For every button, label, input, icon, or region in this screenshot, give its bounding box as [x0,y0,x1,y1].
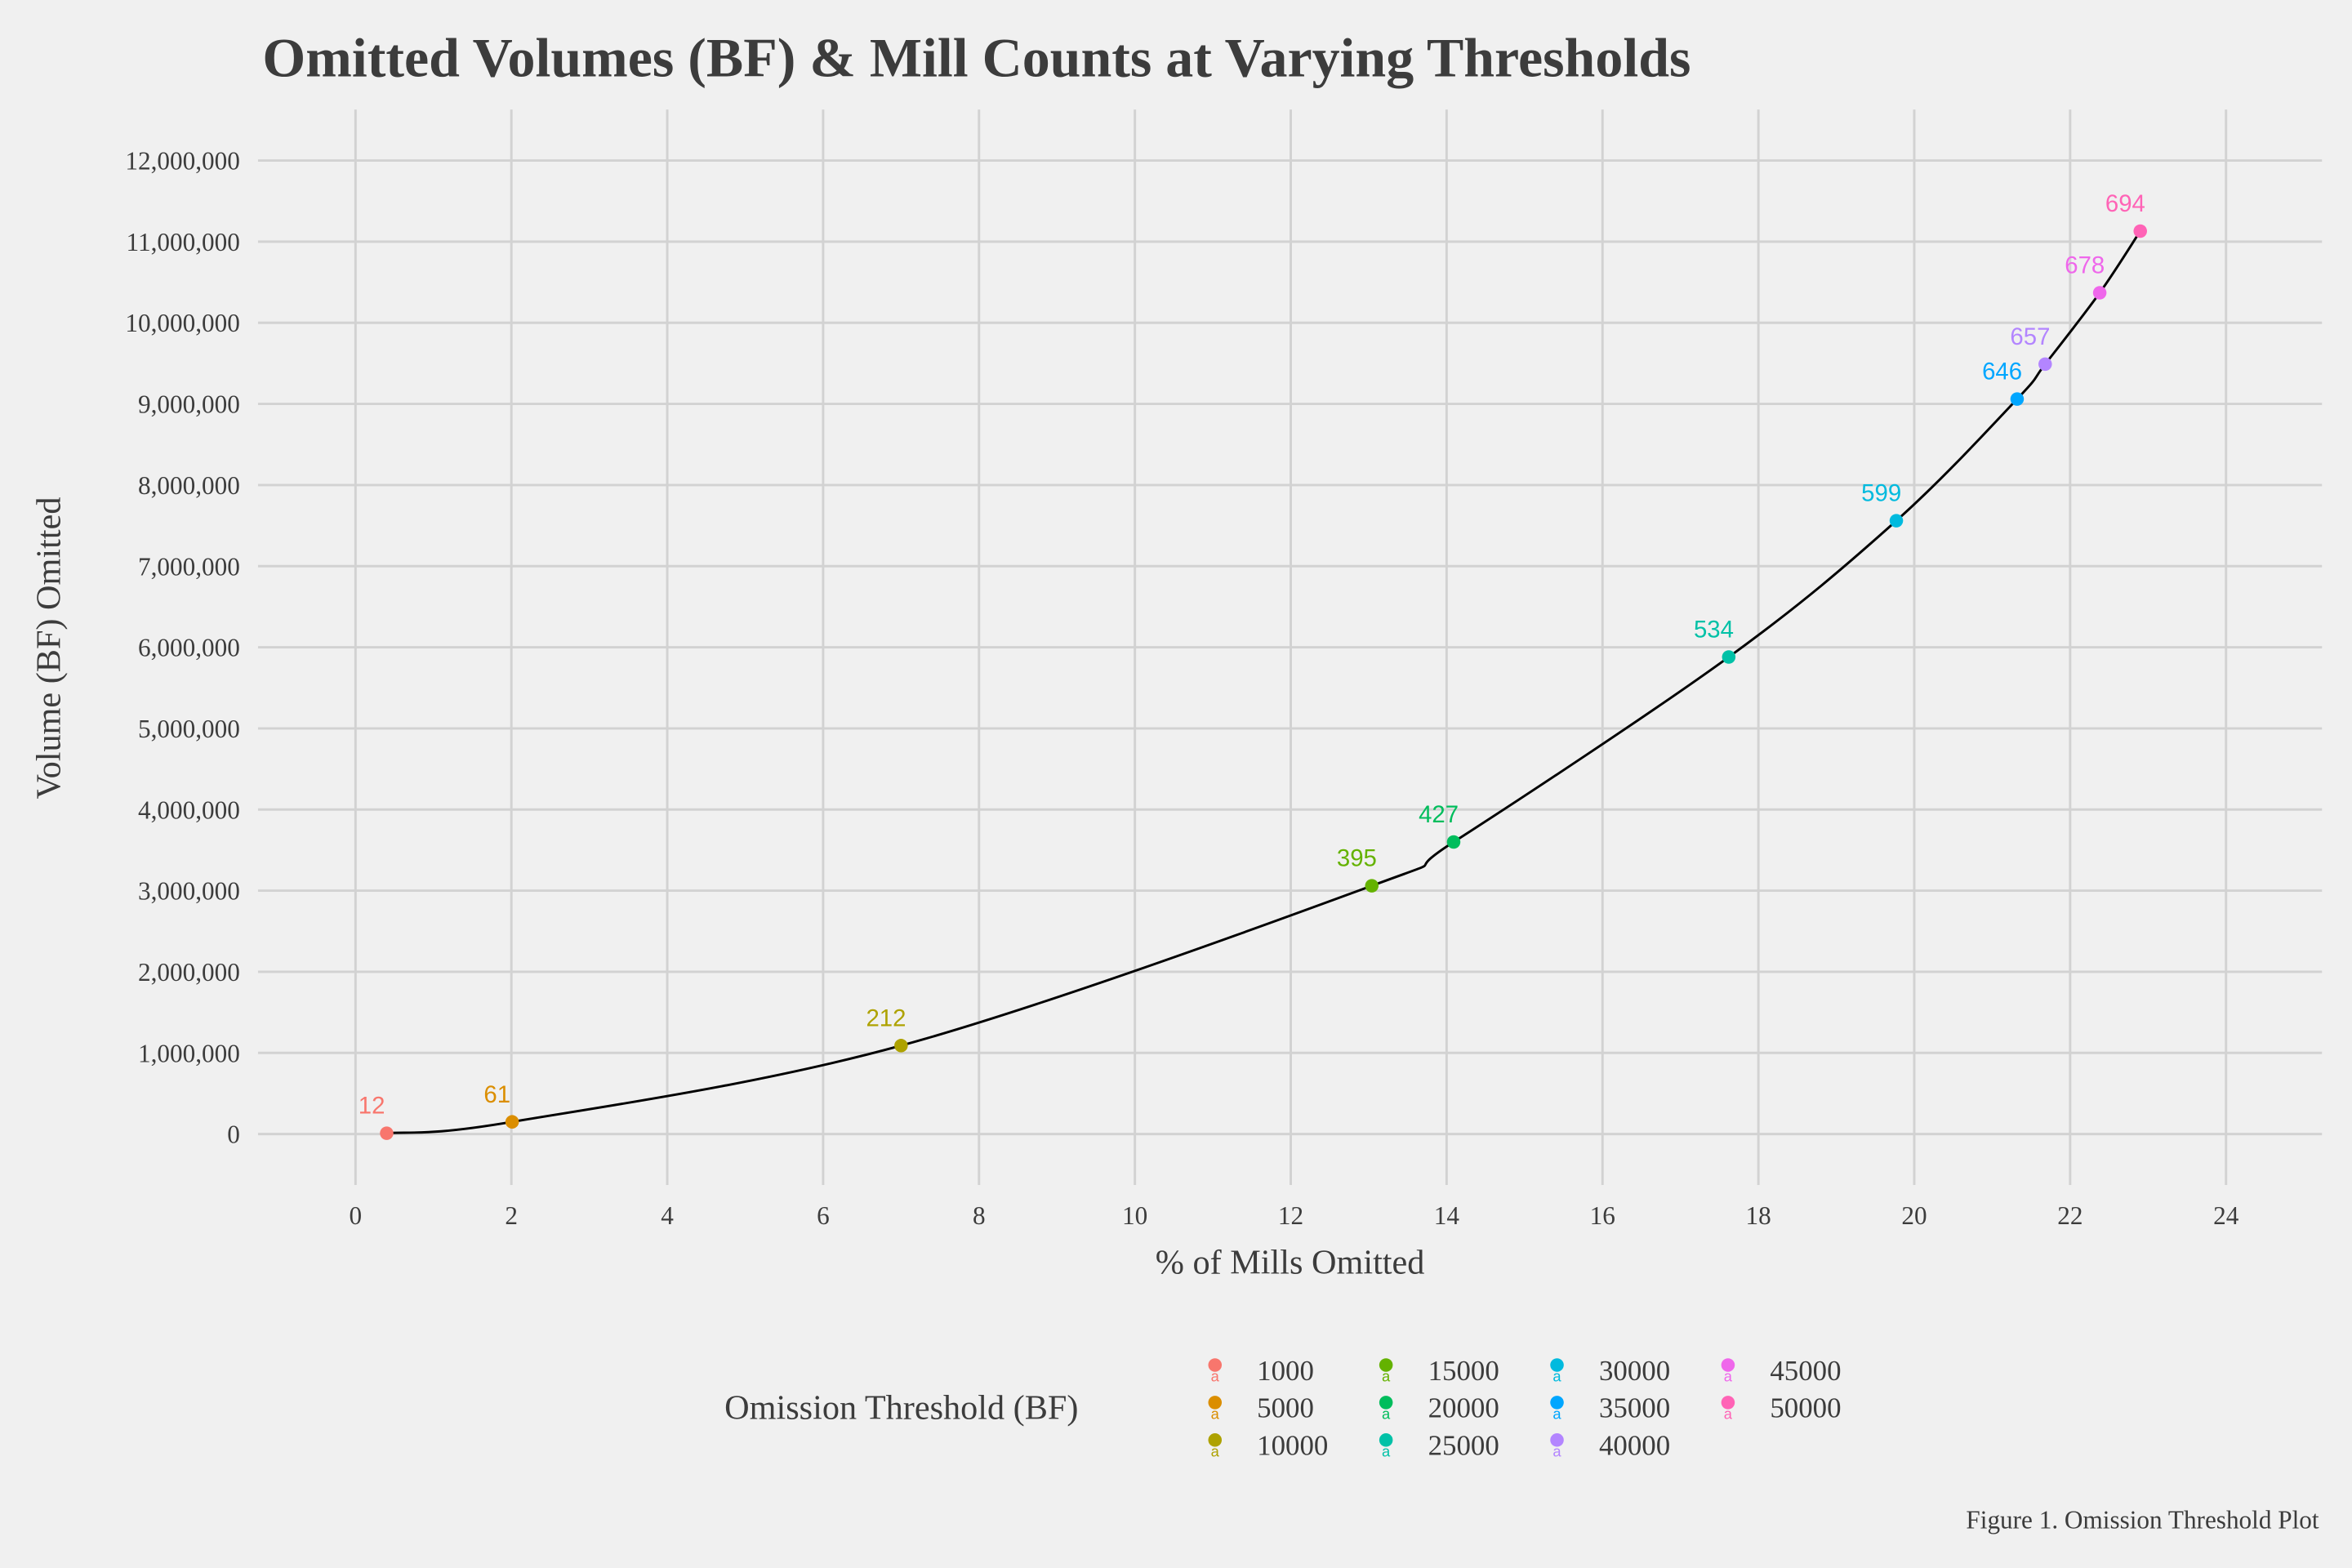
legend-item-label: 15000 [1428,1355,1499,1387]
x-tick-label: 10 [1122,1201,1147,1230]
data-point [894,1039,908,1053]
legend-key-glyph: a [1552,1405,1561,1423]
legend-key-icon [1379,1358,1393,1372]
data-point [505,1115,519,1129]
data-point [1889,514,1904,528]
x-tick-label: 24 [2213,1201,2239,1230]
legend-item-label: 5000 [1257,1392,1314,1424]
legend-key-icon [1550,1433,1564,1447]
data-label: 395 [1337,845,1377,872]
legend-item-label: 45000 [1770,1355,1841,1387]
y-tick-label: 7,000,000 [138,552,240,581]
gridlines [257,109,2323,1186]
data-point [1446,835,1461,849]
data-label: 427 [1419,801,1459,828]
legend: a 1000 a 5000 a 10000 a 15000 a 20000 a 25000 a 30000… [1208,1355,1842,1462]
data-label: 12 [359,1093,385,1120]
legend-key-icon [1550,1358,1564,1372]
legend-key-glyph: a [1552,1443,1561,1460]
x-tick-label: 22 [2057,1201,2082,1230]
legend-item-label: 40000 [1599,1430,1670,1462]
data-label: 657 [2010,323,2050,350]
y-tick-label: 10,000,000 [125,309,239,337]
data-point [2038,357,2052,372]
x-tick-label: 4 [661,1201,674,1230]
x-tick-label: 12 [1278,1201,1303,1230]
data-label: 646 [1982,359,2022,385]
legend-item-label: 10000 [1257,1430,1328,1462]
y-tick-label: 11,000,000 [127,228,240,256]
data-label: 534 [1694,617,1734,644]
legend-key-glyph: a [1382,1405,1391,1423]
legend-key-icon [1379,1433,1393,1447]
chart-title: Omitted Volumes (BF) & Mill Counts at Va… [262,27,1690,89]
legend-key-glyph: a [1211,1368,1220,1385]
x-tick-label: 20 [1901,1201,1927,1230]
legend-key-icon [1208,1433,1223,1447]
legend-title: Omission Threshold (BF) [724,1389,1078,1428]
x-tick-label: 0 [350,1201,363,1230]
legend-item-label: 50000 [1770,1392,1841,1424]
legend-key-glyph: a [1382,1443,1391,1460]
legend-item-label: 35000 [1599,1392,1670,1424]
data-labels: 12 61 212 395 427 534 599 646 657 678 694 [359,190,2145,1120]
data-point [2010,392,2025,406]
x-axis-label: % of Mills Omitted [1156,1243,1425,1281]
y-tick-label: 2,000,000 [138,958,240,987]
data-points [380,224,2148,1140]
x-axis-ticks: 0 2 4 6 8 10 12 14 16 18 20 22 24 [350,1201,2239,1230]
data-point [1365,879,1379,893]
data-point [1722,650,1736,664]
legend-key-icon [1208,1396,1223,1410]
legend-key-icon [1721,1396,1735,1410]
legend-key-glyph: a [1382,1368,1391,1385]
legend-key-icon [1379,1396,1393,1410]
data-label: 694 [2105,190,2145,217]
legend-key-glyph: a [1724,1405,1733,1423]
data-point [2092,286,2107,300]
data-label: 599 [1861,480,1901,507]
y-tick-label: 9,000,000 [138,390,240,419]
y-tick-label: 3,000,000 [138,877,240,906]
figure-caption: Figure 1. Omission Threshold Plot [1966,1506,2319,1535]
x-tick-label: 14 [1434,1201,1460,1230]
data-point [2133,224,2148,238]
data-label: 61 [483,1081,510,1108]
legend-key-icon [1550,1396,1564,1410]
y-axis-label: Volume (BF) Omitted [29,497,68,800]
y-tick-label: 6,000,000 [138,634,240,662]
legend-key-glyph: a [1724,1368,1733,1385]
legend-item-label: 25000 [1428,1430,1499,1462]
data-label: 678 [2065,252,2105,279]
legend-key-icon [1208,1358,1223,1372]
y-axis-ticks: 0 1,000,000 2,000,000 3,000,000 4,000,000 5,0… [125,147,239,1149]
x-tick-label: 18 [1746,1201,1771,1230]
x-tick-label: 2 [505,1201,518,1230]
legend-key-icon [1721,1358,1735,1372]
data-label: 212 [866,1004,906,1031]
trend-curve [386,230,2141,1135]
legend-key-glyph: a [1211,1443,1220,1460]
x-tick-label: 16 [1590,1201,1615,1230]
y-tick-label: 0 [227,1120,240,1149]
x-tick-label: 6 [817,1201,830,1230]
y-tick-label: 4,000,000 [138,795,240,824]
y-tick-label: 1,000,000 [138,1039,240,1067]
data-point [380,1126,394,1140]
y-tick-label: 8,000,000 [138,471,240,500]
legend-item-label: 30000 [1599,1355,1670,1387]
legend-item-label: 1000 [1257,1355,1314,1387]
legend-key-glyph: a [1552,1368,1561,1385]
y-tick-label: 5,000,000 [138,715,240,743]
legend-item-label: 20000 [1428,1392,1499,1424]
y-tick-label: 12,000,000 [125,147,239,176]
x-tick-label: 8 [973,1201,986,1230]
legend-key-glyph: a [1211,1405,1220,1423]
